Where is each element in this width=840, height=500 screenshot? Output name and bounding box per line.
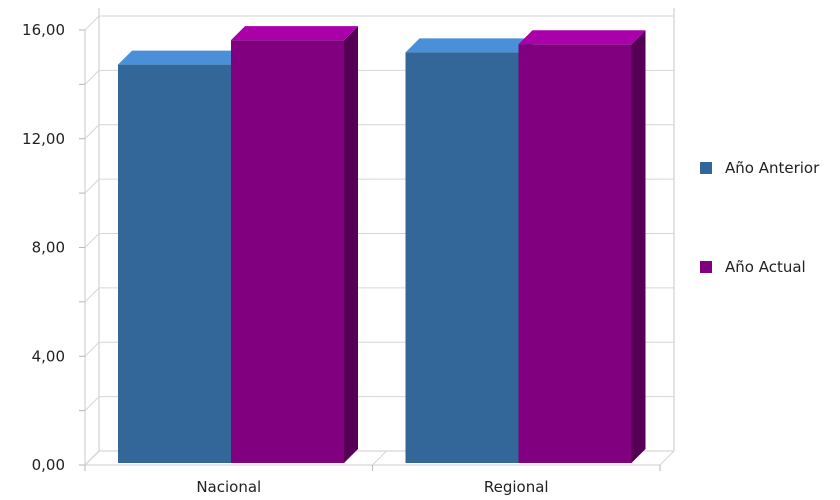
y-tick-label: 12,00 (22, 130, 65, 148)
x-tick-label: Nacional (196, 478, 261, 496)
legend-swatch (700, 261, 712, 273)
legend-item: Año Actual (700, 258, 806, 276)
x-axis: Nacional Regional (196, 478, 548, 496)
bar (518, 30, 646, 463)
y-axis: 0,00 4,00 8,00 12,00 16,00 (22, 21, 65, 474)
legend-item: Año Anterior (700, 159, 820, 177)
bar (118, 50, 245, 463)
y-tick-label: 4,00 (32, 347, 65, 365)
y-tick-label: 8,00 (32, 239, 65, 257)
legend-label: Año Anterior (725, 159, 820, 177)
y-tick-label: 16,00 (22, 21, 65, 39)
legend-swatch (700, 162, 712, 174)
bar (405, 38, 533, 463)
legend-label: Año Actual (725, 258, 806, 276)
x-tick-label: Regional (484, 478, 549, 496)
legend: Año Anterior Año Actual (700, 159, 820, 276)
bars (118, 26, 646, 463)
bar (231, 26, 358, 463)
y-tick-label: 0,00 (32, 456, 65, 474)
